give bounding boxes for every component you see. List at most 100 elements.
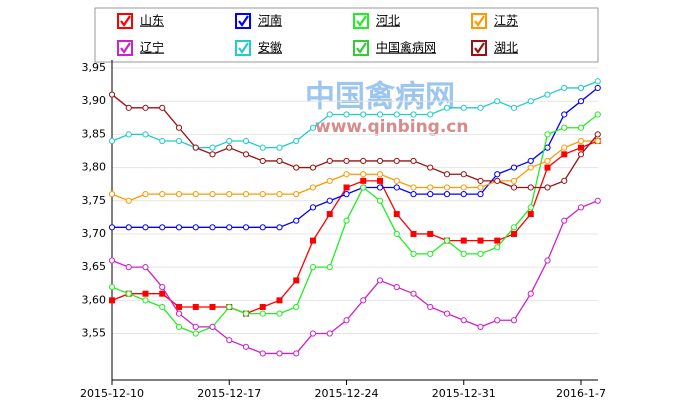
point [527,184,534,191]
point [175,191,183,198]
point [410,184,417,191]
x-tick-label: 2015-12-24 [315,387,379,400]
point [561,151,568,158]
point [109,297,115,304]
legend-label: 湖北 [494,40,518,55]
point [310,237,316,244]
point [309,204,317,211]
point [276,191,283,198]
point [176,303,182,310]
point [561,144,568,151]
point [410,230,417,237]
point [108,224,116,231]
point [360,171,367,178]
x-tick-label: 2015-12-10 [80,387,144,400]
point [494,244,501,251]
point [259,191,266,198]
point [242,310,250,317]
point [108,137,116,145]
point [108,283,116,291]
point [242,343,250,350]
point [393,157,400,165]
point [309,264,317,271]
point [242,137,250,145]
legend-label: 山东 [140,14,164,28]
point [226,303,233,311]
point [577,204,585,211]
point [393,111,400,118]
point [343,157,350,165]
point [192,323,199,330]
point [326,197,333,204]
point [226,224,233,231]
point [460,237,467,244]
point [443,237,451,244]
point [443,184,451,191]
point [276,297,283,304]
point [159,137,166,145]
point [108,257,116,264]
point [159,283,166,291]
point [259,303,266,310]
point [326,177,333,184]
x-tick-label: 2015-12-17 [197,387,261,400]
point [293,303,300,311]
point [527,157,534,165]
point [293,137,300,145]
y-tick-label: 3,65 [82,260,107,273]
point [192,224,199,231]
point [376,157,384,165]
point [142,224,149,231]
legend-label: 辽宁 [140,40,164,55]
point [594,137,601,145]
point [175,137,183,145]
point [527,204,534,211]
point [293,191,300,198]
point [510,317,518,324]
point [326,111,333,118]
point [460,317,467,324]
point [242,191,250,198]
point [343,217,350,224]
point [226,137,233,145]
point [159,104,166,111]
point [594,197,601,204]
point [511,230,517,237]
point [192,191,199,198]
point [376,277,384,284]
point [577,137,585,145]
point [259,350,266,357]
legend-check [474,15,485,27]
point [242,224,250,231]
y-tick-label: 3,85 [82,127,107,140]
point [410,250,417,257]
point [544,157,551,165]
legend-check [120,42,131,54]
point [510,164,518,171]
point [443,171,451,178]
point [477,250,484,257]
point [410,191,417,198]
point [393,283,400,291]
point [561,111,568,118]
point [125,290,132,297]
point [259,310,266,317]
legend-label: 江苏 [494,14,518,28]
point [477,177,484,184]
point [125,104,132,111]
point [209,323,216,330]
point [477,184,484,191]
legend-check [474,42,485,54]
point [544,164,551,171]
point [393,230,400,238]
point [175,323,183,330]
point [209,224,216,231]
point [410,290,417,297]
point [343,191,350,198]
point [460,171,467,178]
point [494,177,501,184]
point [510,177,518,184]
point [494,317,501,324]
point [125,264,132,271]
